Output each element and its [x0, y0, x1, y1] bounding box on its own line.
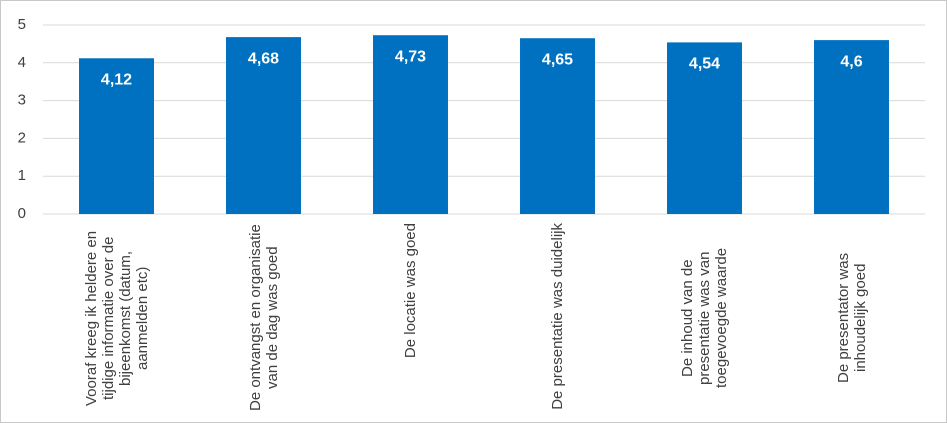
bar	[667, 42, 742, 214]
y-tick-label: 1	[18, 167, 26, 184]
y-tick-label: 3	[18, 92, 26, 109]
bar	[520, 38, 595, 215]
value-label: 4,12	[101, 71, 132, 88]
value-label: 4,54	[689, 56, 720, 73]
x-tick-label: De presentator was inhoudelijk goed	[834, 252, 869, 384]
y-tick-label: 4	[18, 54, 26, 71]
bar	[814, 40, 889, 215]
y-tick-label: 5	[18, 16, 26, 33]
x-tick-label: Vooraf kreeg ik heldere en tijdige infor…	[82, 230, 151, 406]
x-tick-label: De presentatie was duidelijk	[549, 223, 566, 410]
bar	[373, 35, 448, 215]
value-label: 4,6	[840, 53, 862, 70]
value-label: 4,68	[248, 50, 279, 67]
x-tick-label: De inhoud van de presentatie was van toe…	[679, 247, 730, 389]
bar	[226, 37, 301, 214]
x-tick-label: De ontvangst en organisatie van de dag w…	[246, 224, 281, 412]
bar	[79, 58, 154, 214]
x-tick-label: De locatie was goed	[402, 223, 419, 359]
y-tick-label: 0	[18, 205, 26, 222]
value-label: 4,65	[542, 51, 573, 68]
y-tick-label: 2	[18, 129, 26, 146]
value-label: 4,73	[395, 48, 426, 65]
